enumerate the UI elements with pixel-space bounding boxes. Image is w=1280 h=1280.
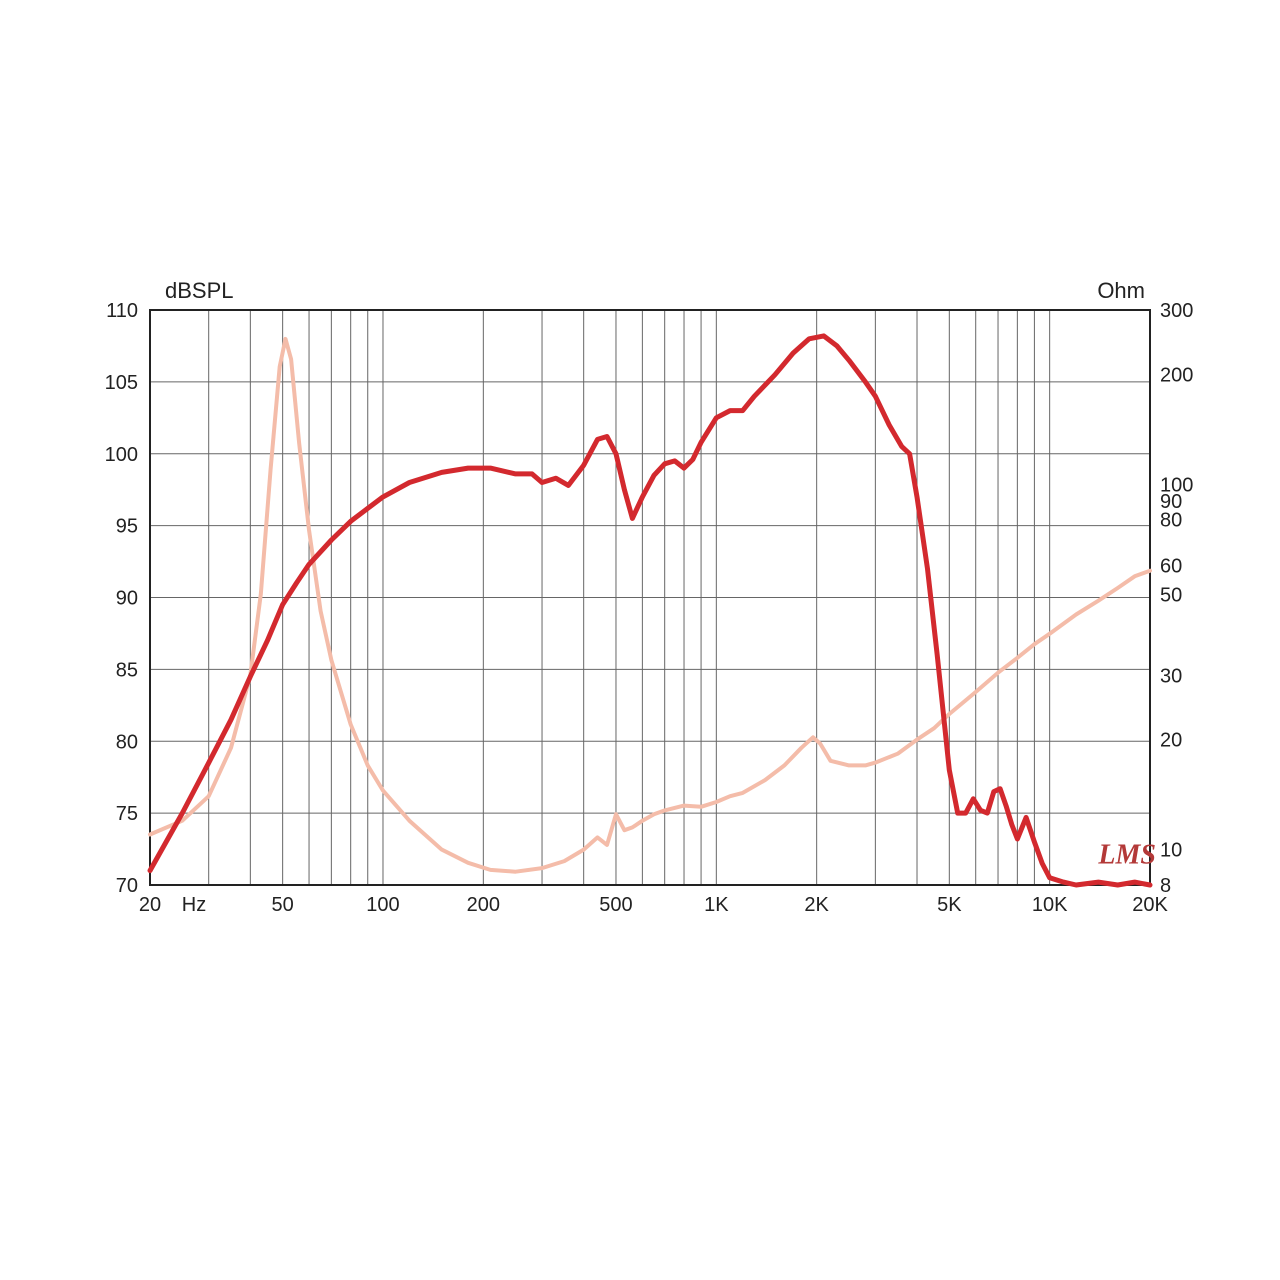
- x-tick-label: 200: [467, 894, 500, 916]
- y-left-tick-label: 110: [106, 300, 138, 322]
- y-right-tick-label: 20: [1160, 730, 1182, 752]
- y-right-tick-label: 200: [1160, 364, 1193, 386]
- lms-watermark: LMS: [1097, 839, 1156, 870]
- y-right-tick-label: 300: [1160, 300, 1193, 322]
- y-left-tick-label: 100: [105, 444, 138, 466]
- y-left-tick-label: 95: [116, 516, 138, 538]
- y-right-axis-label: Ohm: [1097, 278, 1145, 303]
- x-tick-label: 2K: [804, 894, 829, 916]
- y-right-tick-label: 10: [1160, 840, 1182, 862]
- y-right-tick-label: 50: [1160, 584, 1182, 606]
- y-left-tick-label: 105: [105, 372, 138, 394]
- x-tick-label: 20: [139, 894, 161, 916]
- x-tick-label: 50: [272, 894, 294, 916]
- y-left-tick-label: 85: [116, 659, 138, 681]
- x-tick-label: 5K: [937, 894, 962, 916]
- x-tick-label: 1K: [704, 894, 729, 916]
- x-tick-label: 20K: [1132, 894, 1168, 916]
- y-left-axis-label: dBSPL: [165, 278, 234, 303]
- x-axis-unit: Hz: [182, 894, 206, 916]
- x-tick-label: 10K: [1032, 894, 1068, 916]
- y-left-tick-label: 90: [116, 588, 138, 610]
- frequency-response-chart: 20 50 100 200 500 1K 2K 5K 10K 20K Hz 70 75 80 85 90 95 1…: [0, 0, 1280, 1280]
- x-tick-label: 100: [366, 894, 399, 916]
- y-left-tick-label: 70: [116, 875, 138, 897]
- y-right-tick-label: 60: [1160, 555, 1182, 577]
- y-right-tick-label: 100: [1160, 474, 1193, 496]
- y-left-tick-label: 80: [116, 731, 138, 753]
- x-tick-label: 500: [599, 894, 632, 916]
- y-left-tick-label: 75: [116, 803, 138, 825]
- y-right-tick-label: 8: [1160, 875, 1171, 897]
- y-right-tick-label: 30: [1160, 665, 1182, 687]
